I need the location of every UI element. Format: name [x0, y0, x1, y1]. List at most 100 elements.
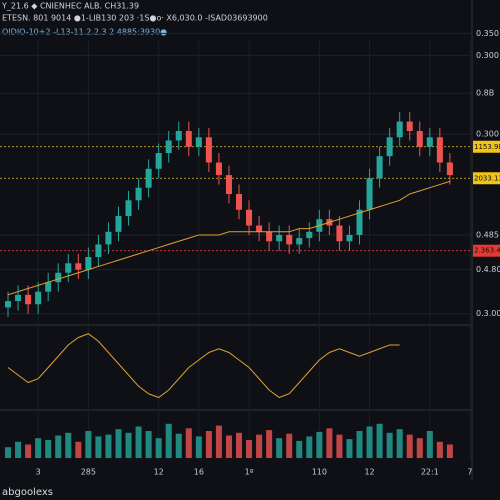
volume-bar — [155, 438, 162, 458]
candle-body — [356, 209, 363, 235]
candle-body — [225, 175, 232, 194]
y-tick-label: 0.300 — [476, 51, 499, 60]
brand: abgoolexs — [2, 487, 53, 498]
x-tick-label: 16 — [194, 468, 204, 477]
candle-body — [175, 131, 182, 141]
volume-bar — [25, 444, 32, 458]
candle-body — [35, 291, 42, 305]
volume-bar — [446, 444, 453, 458]
candle-body — [25, 294, 32, 305]
y-tick-label: 0.3.00 — [476, 309, 500, 318]
y-tick-label: 0.485 — [476, 230, 499, 239]
candle-body — [205, 137, 212, 163]
header-line: OIDIO-10+2 -L13-11.2.2.3 2 4885:3930● — [2, 28, 167, 37]
candle-body — [276, 234, 283, 242]
candle-body — [155, 153, 162, 169]
candle-body — [95, 244, 102, 257]
volume-bar — [165, 423, 172, 458]
volume-bar — [225, 435, 232, 458]
candle-body — [105, 231, 112, 245]
y-tick-label: 0.350 — [476, 29, 499, 38]
candle-body — [286, 234, 293, 245]
volume-bar — [246, 440, 253, 458]
candle-body — [115, 216, 122, 232]
candle-body — [446, 162, 453, 176]
candle-body — [55, 272, 62, 283]
candle-body — [15, 294, 22, 302]
volume-bar — [35, 438, 42, 458]
volume-bar — [235, 432, 243, 458]
level-tag — [473, 140, 500, 153]
volume-bar — [436, 441, 443, 458]
volume-bar — [125, 432, 132, 458]
level-label: 2.363.4 — [474, 247, 500, 255]
candle-body — [346, 234, 353, 242]
candle-body — [215, 162, 222, 176]
volume-bar — [346, 439, 353, 458]
volume-bar — [175, 433, 182, 458]
volume-bar — [185, 428, 192, 458]
candle-body — [336, 225, 343, 242]
volume-bar — [366, 426, 373, 458]
volume-bar — [145, 431, 152, 458]
header-line: Y_21.6 ◆ CNIENHEC ALB. CH31.39 — [1, 2, 139, 11]
candle-body — [145, 168, 152, 188]
candle-body — [416, 131, 423, 147]
moving-average — [7, 180, 451, 296]
candle-body — [436, 137, 443, 163]
x-tick-label: 285 — [81, 468, 96, 477]
volume-bar — [376, 423, 383, 458]
candle-body — [246, 209, 253, 226]
volume-bar — [296, 440, 303, 458]
volume-bar — [316, 431, 323, 458]
level-tag — [473, 244, 500, 257]
y-tick-label: 0.300 — [476, 130, 499, 139]
volume-bar — [356, 431, 363, 458]
candle-body — [75, 263, 82, 270]
volume-bar — [266, 430, 273, 458]
volume-bar — [205, 431, 212, 458]
candle-body — [195, 137, 202, 147]
x-tick-label: 12 — [154, 468, 164, 477]
volume-bar — [15, 441, 22, 458]
x-tick-label: 3 — [36, 468, 41, 477]
volume-bar — [95, 436, 102, 458]
header-line: ETESN. 801 9014 ●1-LIB130 203 ·1S●o· X6,… — [2, 14, 268, 23]
level-tag — [473, 172, 500, 185]
volume-bar — [55, 435, 62, 458]
candle-body — [5, 301, 12, 308]
candle-body — [165, 140, 172, 154]
candle-body — [266, 231, 273, 242]
volume-bar — [75, 441, 82, 458]
candle-body — [396, 121, 403, 138]
candle-body — [85, 257, 92, 270]
x-tick-label: 22:1 — [421, 468, 439, 477]
candle-body — [185, 131, 192, 147]
candle-body — [426, 137, 433, 147]
x-tick-label: 7 — [467, 468, 472, 477]
y-tick-label: 0.4.800 — [476, 265, 500, 274]
candle-body — [235, 194, 243, 210]
candle-body — [376, 156, 383, 179]
candle-body — [45, 282, 52, 292]
volume-bar — [135, 426, 142, 458]
volume-bar — [195, 436, 202, 458]
volume-bar — [286, 433, 293, 458]
candle-body — [366, 178, 373, 210]
x-tick-label: 110 — [312, 468, 327, 477]
candle-body — [386, 137, 393, 157]
volume-bar — [105, 434, 112, 458]
volume-bar — [85, 431, 92, 458]
level-label: 1153.9B — [474, 143, 500, 151]
volume-bar — [215, 425, 222, 458]
volume-bar — [336, 434, 343, 458]
candle-body — [135, 187, 142, 201]
x-tick-label: 1º — [245, 468, 254, 477]
volume-bar — [326, 428, 333, 458]
volume-bar — [416, 438, 423, 458]
volume-bar — [276, 438, 283, 458]
candle-body — [296, 238, 303, 245]
volume-bar — [386, 432, 393, 458]
